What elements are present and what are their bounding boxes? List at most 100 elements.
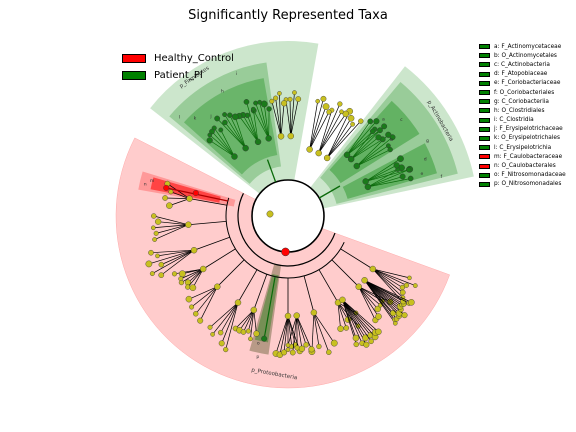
leaf-node — [326, 349, 332, 355]
other-node — [315, 149, 322, 157]
leaf-node — [193, 311, 199, 317]
sector-letter: b — [390, 137, 393, 143]
leaf-node — [214, 115, 221, 122]
leaf-node — [369, 128, 376, 135]
other-node — [306, 146, 313, 153]
taxa-legend-swatch — [479, 71, 490, 77]
taxa-legend-item: m: F_Caulobacteraceae — [479, 152, 566, 161]
branch-line — [148, 249, 195, 265]
leaf-node — [403, 282, 409, 288]
taxa-legend-item: p: O_Nitrosomonadales — [479, 180, 566, 189]
branch-line — [296, 315, 303, 349]
branch-line — [364, 280, 405, 316]
taxa-legend-label: l: C_Erysipelotrichia — [494, 144, 552, 151]
legend-label-patient: Patient_PI — [154, 70, 203, 81]
order-node — [186, 195, 193, 202]
taxa-legend-swatch — [479, 145, 490, 151]
branch-line — [181, 268, 204, 283]
branch-line — [364, 279, 404, 305]
branch-line — [372, 268, 403, 293]
branch-line — [350, 137, 379, 160]
leaf-node — [257, 99, 263, 105]
branch-line — [346, 121, 377, 156]
order-node — [355, 283, 362, 290]
leaf-node — [209, 128, 215, 135]
branch-line — [318, 111, 342, 154]
nitrosomonadaceae-node — [261, 335, 268, 342]
taxa-legend-item: o: F_Nitrosomonadaceae — [479, 171, 566, 180]
leaf-node — [253, 100, 259, 106]
branch-line — [216, 118, 246, 149]
branch-line — [165, 197, 190, 199]
leaf-node — [363, 341, 370, 348]
leaf-node — [373, 118, 380, 125]
leaf-node — [240, 329, 247, 335]
actinobacteria-branch — [318, 185, 341, 199]
firmicutes-branch — [266, 159, 277, 183]
taxa-legend-label: i: C_Clostridia — [494, 117, 534, 124]
taxa-legend-item: n: O_Caulobacterales — [479, 161, 566, 170]
clostridia-node — [254, 138, 262, 146]
taxa-legend-label: c: C_Actinobacteria — [494, 61, 550, 68]
leaf-node — [185, 295, 193, 303]
branch-line — [152, 249, 195, 274]
taxa-legend-swatch — [479, 163, 490, 169]
leaf-node — [367, 118, 374, 125]
leaf-node — [232, 113, 239, 121]
leaf-node — [353, 341, 359, 348]
firmicutes-node — [287, 132, 294, 140]
leaf-node — [315, 98, 320, 104]
branch-line — [221, 302, 239, 344]
leaf-node — [162, 195, 168, 201]
branch-line — [309, 111, 330, 150]
branch-line — [259, 102, 269, 139]
branch-line — [224, 122, 246, 149]
sector-letter: p — [256, 355, 259, 360]
sector-letter: f — [440, 174, 442, 180]
branch-line — [242, 114, 259, 142]
branch-line — [342, 299, 371, 336]
sector-letter: l — [179, 114, 180, 120]
branch-line — [250, 309, 255, 339]
branch-line — [326, 118, 352, 159]
branch-line — [263, 103, 269, 139]
branch-line — [252, 109, 259, 142]
branch-line — [188, 221, 227, 226]
branch-line — [365, 169, 409, 182]
branch-line — [150, 249, 195, 254]
taxa-legend-label: o: F_Nitrosomonadaceae — [494, 172, 566, 179]
leaf-node — [245, 328, 251, 334]
branch-line — [169, 198, 190, 206]
branch-line — [364, 279, 412, 303]
leaf-node — [285, 342, 291, 348]
leaf-node — [189, 284, 197, 291]
actinobacteria-node — [362, 178, 369, 185]
leaf-node — [152, 237, 158, 242]
taxa-legend-label: b: O_Actinomycetales — [494, 52, 557, 59]
leaf-node — [248, 336, 253, 342]
branch-line — [193, 236, 230, 251]
leaf-node — [377, 127, 383, 134]
leaf-node — [277, 91, 282, 96]
branch-line — [161, 249, 195, 265]
leaf-node — [253, 330, 260, 337]
branch-line — [253, 309, 257, 334]
sector-letter: n — [144, 183, 147, 188]
leaf-node — [155, 253, 160, 259]
taxa-legend-item: g: C_Coriobacteriia — [479, 97, 566, 106]
leaf-node — [407, 175, 414, 182]
leaf-node — [390, 309, 397, 317]
branch-line — [313, 312, 320, 347]
branch-line — [372, 268, 416, 286]
sector-letter: a — [382, 118, 385, 123]
branch-line — [342, 299, 376, 338]
taxa-legend-label: e: F_Coriobacteriaceae — [494, 80, 561, 87]
leaf-node — [385, 131, 392, 138]
leaf-node — [399, 289, 406, 296]
leaf-node — [408, 299, 415, 306]
leaf-node — [287, 96, 293, 102]
leaf-node — [217, 329, 224, 336]
leaf-node — [222, 112, 228, 117]
branch-line — [309, 98, 324, 150]
